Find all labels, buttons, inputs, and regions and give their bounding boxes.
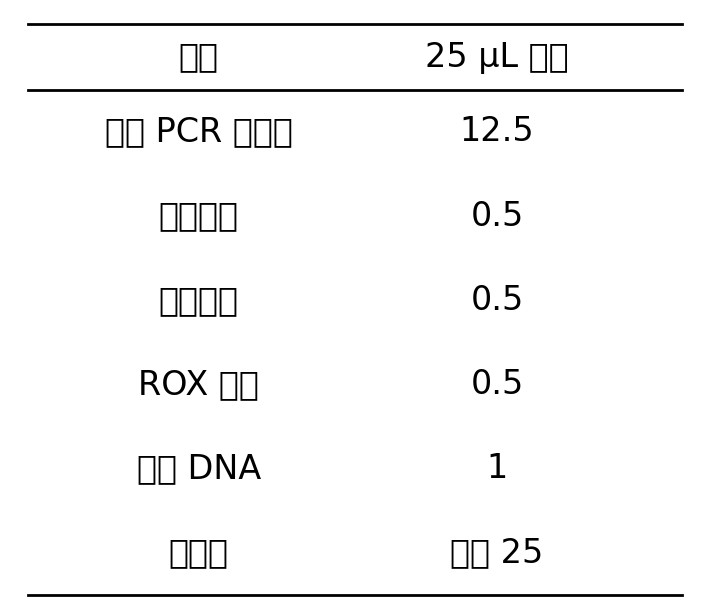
Text: 0.5: 0.5 — [470, 368, 524, 401]
Text: 探针溶液: 探针溶液 — [159, 284, 239, 317]
Text: 0.5: 0.5 — [470, 200, 524, 232]
Text: ROX 染料: ROX 染料 — [138, 368, 259, 401]
Text: 1: 1 — [486, 452, 508, 485]
Text: 25 μL 体系: 25 μL 体系 — [425, 41, 569, 73]
Text: 试剂: 试剂 — [179, 41, 219, 73]
Text: 三蒋水: 三蒋水 — [169, 536, 229, 569]
Text: 加至 25: 加至 25 — [450, 536, 544, 569]
Text: 12.5: 12.5 — [459, 115, 535, 149]
Text: 引物溶液: 引物溶液 — [159, 200, 239, 232]
Text: 荧光 PCR 预混液: 荧光 PCR 预混液 — [105, 115, 293, 149]
Text: 0.5: 0.5 — [470, 284, 524, 317]
Text: 样品 DNA: 样品 DNA — [137, 452, 261, 485]
